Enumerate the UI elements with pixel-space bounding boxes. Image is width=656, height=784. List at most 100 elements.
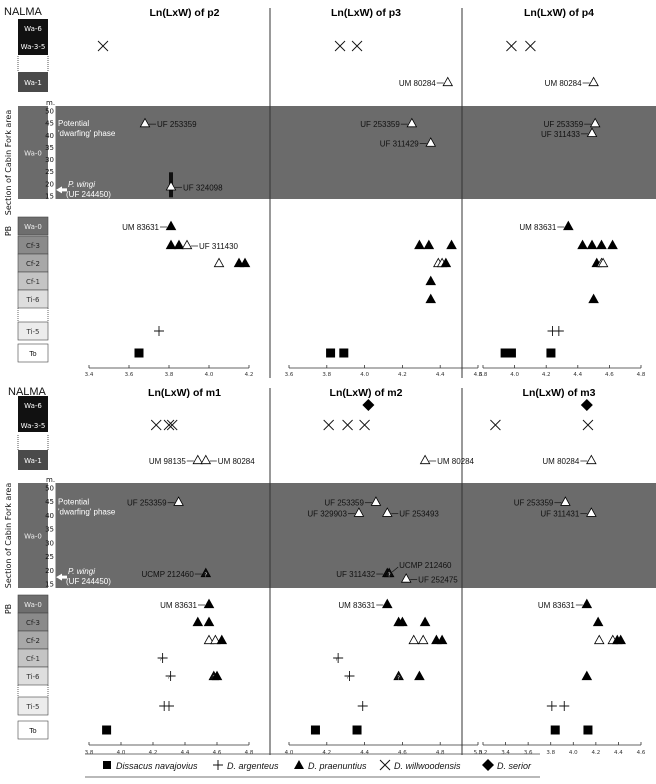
question-mark: ? bbox=[397, 676, 400, 682]
data-point-tri bbox=[425, 275, 437, 286]
data-point-tri bbox=[577, 239, 588, 250]
triangle-marker bbox=[586, 127, 598, 137]
triangle-marker bbox=[408, 634, 420, 645]
specimen-label: UF 329903 bbox=[307, 510, 347, 519]
triangle-marker bbox=[370, 496, 382, 506]
plus-marker bbox=[546, 701, 557, 711]
meter-tick-label: 50 bbox=[45, 485, 54, 493]
data-point-otri bbox=[597, 257, 609, 268]
wingi-annotation: P. wingi bbox=[68, 567, 95, 576]
zone-box-wa-0 bbox=[17, 216, 49, 236]
triangle-marker bbox=[581, 598, 593, 609]
data-point-otri: UF 253359 bbox=[544, 117, 601, 129]
x-marker bbox=[150, 419, 162, 431]
data-point-sq bbox=[339, 348, 349, 358]
specimen-label: UM 83631 bbox=[338, 601, 375, 610]
data-point-tri bbox=[436, 634, 448, 645]
zone-label-to: To bbox=[28, 350, 36, 358]
legend-label: D. argenteus bbox=[227, 761, 279, 771]
zone-label-ti-6: Ti-6 bbox=[26, 296, 41, 304]
section-axis-label: Section of Cabin Fork area bbox=[4, 110, 13, 216]
x-tick-label: 3.6 bbox=[125, 372, 134, 378]
data-point-otri bbox=[213, 257, 225, 268]
triangle-marker bbox=[589, 117, 601, 128]
data-point-tri bbox=[596, 239, 607, 250]
plus-marker bbox=[165, 671, 176, 681]
panel-title-p4: Ln(LxW) of p4 bbox=[524, 7, 594, 19]
dwarfing-annotation: 'dwarfing' phase bbox=[58, 129, 116, 138]
zone-label-wa-0: Wa-0 bbox=[24, 601, 42, 609]
specimen-label: UM 80284 bbox=[218, 457, 255, 466]
specimen-label: UCMP 212460 bbox=[399, 561, 452, 570]
data-point-otri: UF 311430 bbox=[181, 239, 239, 251]
triangle-marker bbox=[181, 239, 193, 250]
data-point-otri: UM 80284 bbox=[399, 76, 454, 88]
square-marker bbox=[546, 348, 556, 358]
zone-label-wa-1: Wa-1 bbox=[24, 457, 42, 465]
meter-tick-label: 30 bbox=[45, 539, 54, 547]
plus-marker bbox=[559, 701, 570, 711]
data-point-otri bbox=[417, 634, 429, 645]
data-point-qplus: ? bbox=[165, 671, 176, 681]
zone-label-wa-6: Wa-6 bbox=[24, 25, 42, 33]
triangle-marker bbox=[442, 76, 454, 87]
data-point-tri bbox=[192, 616, 204, 627]
data-point-sq bbox=[546, 348, 556, 358]
triangle-marker bbox=[211, 670, 223, 681]
plus-marker bbox=[154, 326, 164, 336]
triangle-marker bbox=[560, 496, 571, 506]
x-marker bbox=[490, 419, 501, 431]
zone-label-to: To bbox=[28, 727, 36, 735]
legend-label: D. praenuntius bbox=[308, 761, 367, 771]
data-point-x bbox=[166, 419, 178, 431]
specimen-label: UF 324098 bbox=[183, 183, 223, 192]
square-marker bbox=[352, 725, 362, 735]
zone-label-cf-2: Cf-2 bbox=[26, 637, 40, 645]
meter-tick-label: 30 bbox=[45, 156, 54, 164]
x-tick-label: 4.0 bbox=[205, 372, 214, 378]
specimen-label: UM 80284 bbox=[545, 79, 582, 88]
x-marker bbox=[351, 40, 363, 52]
specimen-label: UM 83631 bbox=[538, 601, 575, 610]
data-point-otri: UF 253359 bbox=[139, 117, 197, 129]
legend-item: D. serior bbox=[482, 759, 532, 771]
x-marker bbox=[323, 419, 335, 431]
specimen-label: UF 252475 bbox=[418, 576, 458, 585]
meter-tick-label: 50 bbox=[45, 108, 54, 116]
x-marker bbox=[525, 40, 536, 52]
data-point-x bbox=[351, 40, 363, 52]
x-tick-label: 4.2 bbox=[149, 750, 158, 756]
triangle-marker bbox=[423, 239, 435, 250]
data-point-tri: UM 83631 bbox=[160, 598, 215, 610]
x-tick-label: 4.6 bbox=[605, 372, 614, 378]
data-point-sq bbox=[134, 348, 144, 358]
zone-label-cf-2: Cf-2 bbox=[26, 260, 40, 268]
plus-marker bbox=[553, 326, 564, 336]
data-point-otri bbox=[203, 634, 215, 645]
legend-item: D. argenteus bbox=[213, 760, 279, 771]
triangle-marker bbox=[425, 293, 437, 304]
data-point-x bbox=[97, 40, 109, 52]
data-point-tri bbox=[419, 616, 431, 627]
zone-box-wa-6-3-5 bbox=[18, 396, 48, 432]
data-point-x bbox=[359, 419, 370, 431]
specimen-label: UF 253493 bbox=[399, 510, 439, 519]
dwarfing-annotation: Potential bbox=[58, 119, 89, 128]
triangle-marker bbox=[406, 117, 418, 128]
zone-box-ti-6 bbox=[17, 289, 49, 309]
x-tick-label: 4.4 bbox=[360, 750, 369, 756]
data-point-sq bbox=[102, 725, 112, 735]
plus-marker bbox=[357, 701, 368, 711]
panel-title-m2: Ln(LxW) of m2 bbox=[330, 387, 403, 399]
data-point-otri: UF 329903 bbox=[307, 507, 365, 519]
specimen-label: UM 80284 bbox=[399, 79, 436, 88]
zone-label-ti-5: Ti-5 bbox=[26, 328, 40, 336]
triangle-marker bbox=[588, 76, 599, 87]
meter-axis-bg bbox=[48, 106, 55, 199]
zone-label-wa-0: Wa-0 bbox=[24, 223, 42, 231]
x-tick-label: 3.8 bbox=[546, 750, 555, 756]
data-point-tri bbox=[607, 239, 618, 250]
specimen-label: UF 253359 bbox=[360, 120, 400, 129]
triangle-marker bbox=[192, 616, 204, 627]
plus-marker bbox=[344, 671, 355, 681]
